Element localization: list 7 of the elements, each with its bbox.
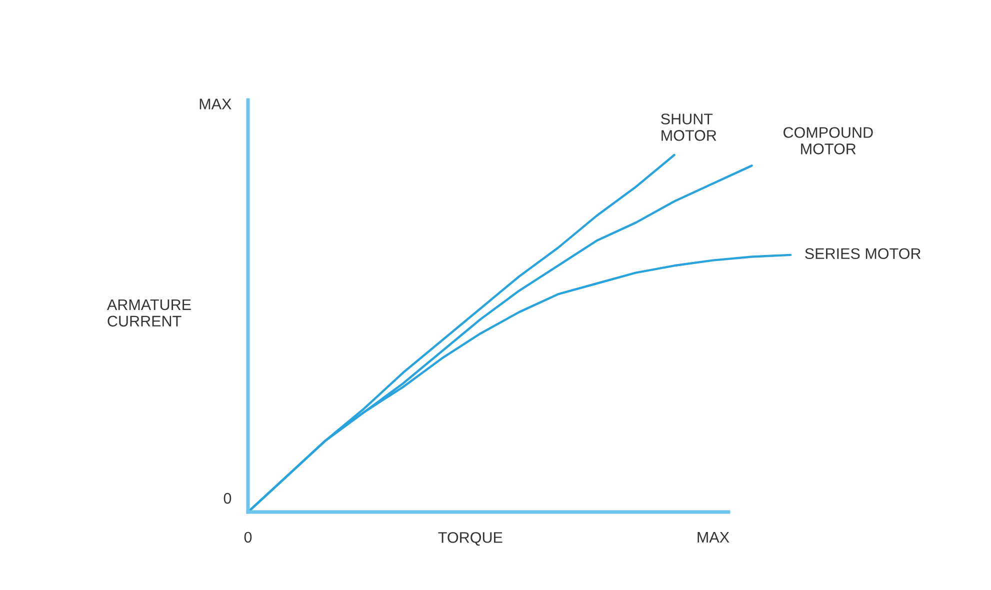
text: MAX [200,98,232,110]
annotation: 0 [224,492,232,504]
y-axis-title: ARMATURE CURRENT [106,299,191,327]
text: COMPOUND MOTOR [784,127,873,154]
series-label: SHUNT MOTOR [661,114,716,141]
series-label: SERIES MOTOR [805,248,921,260]
x-axis-title: TORQUE [438,532,502,546]
